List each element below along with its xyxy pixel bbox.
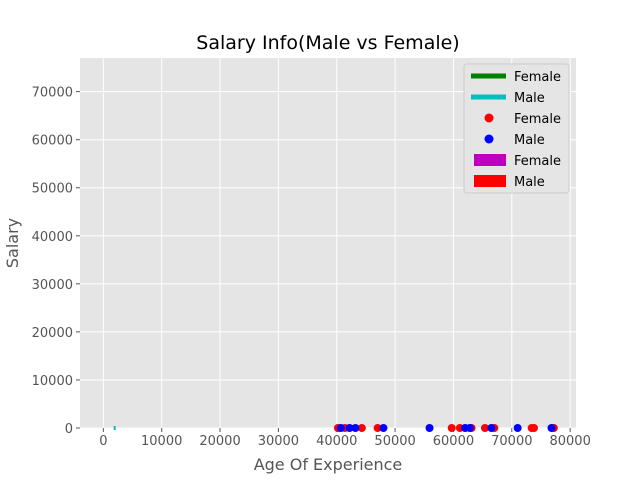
x-tick-label: 80000 <box>549 434 590 449</box>
legend-marker-swatch <box>484 113 494 123</box>
y-axis-ticks: 0 10000 20000 30000 40000 50000 60000 70000 <box>32 86 80 437</box>
x-tick-label: 70000 <box>491 434 532 449</box>
data-point-male <box>425 424 434 432</box>
legend-label: Male <box>514 133 545 148</box>
legend-label: Male <box>514 175 545 190</box>
x-tick-label: 10000 <box>141 434 182 449</box>
y-tick-label: 70000 <box>32 86 73 101</box>
legend-bar-swatch <box>474 175 506 187</box>
y-axis-label: Salary <box>3 218 22 268</box>
data-point-male <box>513 424 522 432</box>
legend-label: Male <box>514 91 545 106</box>
x-axis-label: Age Of Experience <box>254 455 403 474</box>
data-point-female <box>480 424 489 432</box>
legend-label: Female <box>514 154 561 169</box>
x-tick-label: 50000 <box>374 434 415 449</box>
data-point-female <box>447 424 456 432</box>
data-point-female <box>529 424 538 432</box>
y-tick-label: 50000 <box>32 182 73 197</box>
data-point-male <box>345 424 354 432</box>
data-point-male <box>487 424 496 432</box>
chart-title: Salary Info(Male vs Female) <box>196 32 459 54</box>
x-tick-label: 40000 <box>316 434 357 449</box>
x-tick-label: 30000 <box>258 434 299 449</box>
data-point-male <box>336 424 345 432</box>
x-tick-label: 0 <box>99 434 107 449</box>
data-point-male <box>465 424 474 432</box>
legend-marker-swatch <box>484 134 494 144</box>
data-point-female <box>357 424 366 432</box>
data-point-male <box>351 424 360 432</box>
legend: Female Male Female Male Female Male <box>463 63 570 194</box>
y-tick-label: 30000 <box>32 278 73 293</box>
data-point-male <box>379 424 388 432</box>
legend-label: Female <box>514 70 561 85</box>
data-point-male <box>547 424 556 432</box>
x-tick-label: 60000 <box>433 434 474 449</box>
y-tick-label: 20000 <box>32 326 73 341</box>
y-tick-label: 40000 <box>32 230 73 245</box>
scatter-points <box>333 424 558 432</box>
legend-bar-swatch <box>474 154 506 166</box>
x-axis-ticks: 0 10000 20000 30000 40000 50000 60000 70000 8000… <box>99 428 591 449</box>
y-tick-label: 0 <box>65 422 73 437</box>
y-tick-label: 10000 <box>32 374 73 389</box>
legend-label: Female <box>514 112 561 127</box>
x-tick-label: 20000 <box>199 434 240 449</box>
y-tick-label: 60000 <box>32 134 73 149</box>
data-point-female <box>373 424 382 432</box>
